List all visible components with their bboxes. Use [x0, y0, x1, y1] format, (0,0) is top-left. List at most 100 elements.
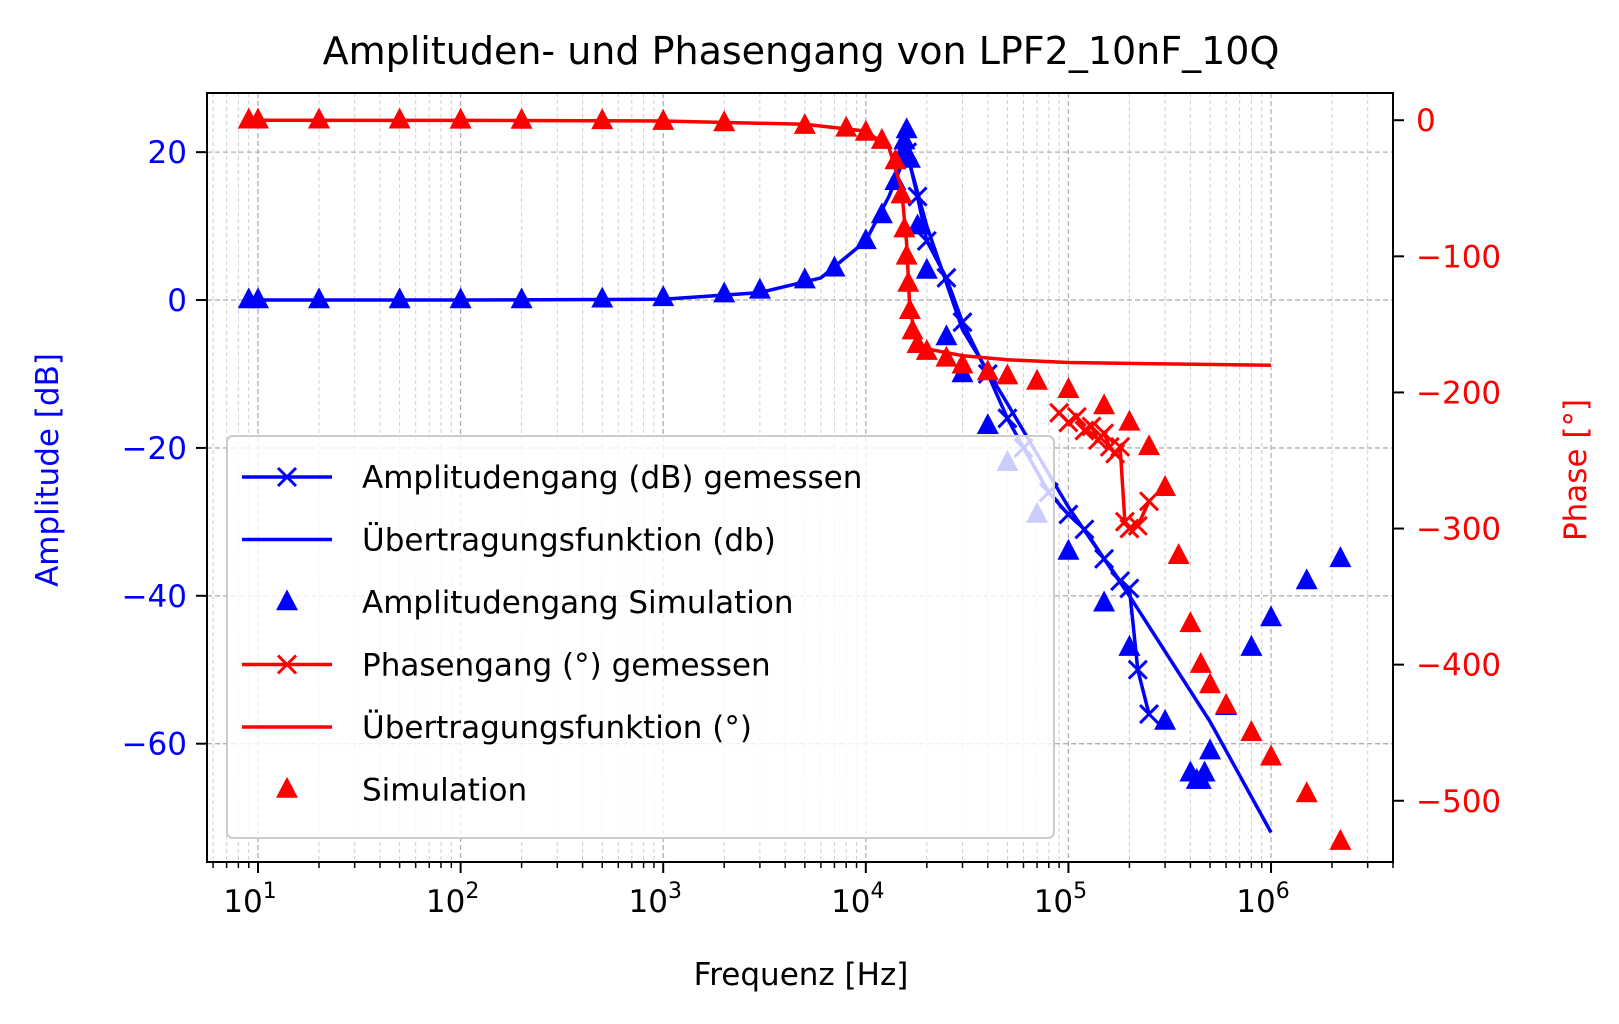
legend-label: Amplitudengang Simulation [362, 585, 794, 621]
chart-title: Amplituden- und Phasengang von LPF2_10nF… [323, 29, 1280, 73]
data-point [308, 287, 331, 309]
series--bertragungsfunktion-db- [258, 146, 1273, 834]
axis-ticks: 101 102 103 104 105 106 20 0 −20 −40 −60 0 −100 −200 −… [122, 103, 1502, 920]
legend-label: Übertragungsfunktion (°) [362, 709, 752, 746]
data-point [915, 257, 938, 279]
data-point [915, 338, 938, 360]
data-point [870, 127, 893, 149]
data-point [1199, 672, 1222, 694]
data-point [906, 213, 929, 235]
data-point [276, 589, 298, 611]
y-right-tick-label: −300 [1416, 512, 1501, 548]
data-point [308, 107, 331, 129]
y-right-tick-label: −200 [1416, 375, 1501, 411]
data-point [591, 108, 614, 130]
data-point [884, 148, 907, 170]
legend-item: Amplitudengang Simulation [276, 585, 794, 621]
y-left-tick-label: −20 [122, 431, 187, 467]
y-left-tick-label: −60 [122, 727, 187, 763]
data-point [449, 107, 472, 129]
data-point [1179, 611, 1202, 633]
data-point [1058, 504, 1079, 525]
data-point [996, 363, 1019, 385]
data-point [895, 243, 918, 265]
x-tick-label: 101 [223, 879, 276, 920]
series-line [258, 146, 1273, 834]
legend: Amplitudengang (dB) gemessen Übertragungs… [226, 435, 1055, 839]
data-point [1295, 781, 1318, 803]
data-point [1138, 704, 1160, 725]
data-point [1127, 659, 1148, 680]
data-point [835, 115, 858, 137]
data-point [793, 113, 816, 134]
data-point [1118, 409, 1141, 431]
data-point [1154, 708, 1177, 730]
data-point [1110, 436, 1131, 457]
data-point [652, 285, 675, 307]
data-point [1138, 434, 1161, 456]
data-point [652, 108, 675, 130]
data-point [510, 287, 533, 309]
x-tick-label: 106 [1236, 879, 1289, 920]
data-point [893, 128, 916, 150]
data-point [1240, 634, 1263, 656]
data-point [1094, 423, 1115, 444]
data-point [1193, 760, 1216, 782]
data-point [1167, 543, 1190, 565]
x-tick-label: 102 [426, 879, 479, 920]
data-point [247, 107, 270, 129]
x-tick-label: 103 [628, 879, 681, 920]
data-point [1329, 546, 1352, 568]
y-axis-right-title: Phase [°] [1558, 399, 1594, 541]
data-point [1240, 720, 1263, 741]
data-point [1199, 738, 1222, 760]
data-point [1093, 393, 1116, 415]
data-point [1260, 605, 1283, 627]
data-point [976, 413, 999, 434]
data-point [1119, 578, 1140, 599]
data-point [1026, 368, 1049, 390]
data-point [1295, 568, 1318, 590]
legend-item: Übertragungsfunktion (°) [242, 709, 752, 746]
data-point [893, 216, 916, 238]
data-point [823, 255, 846, 277]
legend-label: Phasengang (°) gemessen [362, 648, 771, 684]
y-right-tick-label: −400 [1416, 648, 1501, 684]
data-point [1057, 538, 1080, 560]
data-point [713, 281, 736, 303]
plot-frame [206, 92, 1394, 863]
data-point [951, 352, 974, 374]
data-point [976, 359, 999, 381]
legend-item: Übertragungsfunktion (db) [242, 522, 776, 559]
data-point [449, 287, 472, 309]
data-point [1081, 416, 1102, 437]
y-left-tick-label: 0 [167, 283, 187, 319]
legend-item: Phasengang (°) gemessen [242, 648, 771, 684]
data-point [854, 119, 877, 141]
x-axis-title: Frequenz [Hz] [694, 957, 909, 993]
y-left-tick-label: 20 [148, 135, 187, 171]
data-point [793, 267, 816, 289]
data-point [854, 228, 877, 250]
x-tick-label: 105 [1034, 879, 1087, 920]
data-point [935, 345, 958, 367]
data-point [510, 107, 533, 129]
data-point [1118, 634, 1141, 656]
legend-label: Amplitudengang (dB) gemessen [362, 460, 862, 496]
data-point [276, 776, 298, 798]
data-point [898, 146, 921, 168]
data-point [591, 286, 614, 308]
data-point [276, 654, 298, 675]
data-point [1066, 406, 1087, 427]
y-right-tick-label: 0 [1416, 103, 1436, 139]
data-point [1127, 515, 1148, 536]
data-point [276, 466, 298, 488]
data-point [897, 270, 920, 292]
data-point [895, 117, 918, 139]
data-point [748, 277, 771, 299]
data-point [1093, 590, 1116, 612]
data-point [388, 287, 411, 309]
legend-item: Amplitudengang (dB) gemessen [242, 460, 862, 496]
